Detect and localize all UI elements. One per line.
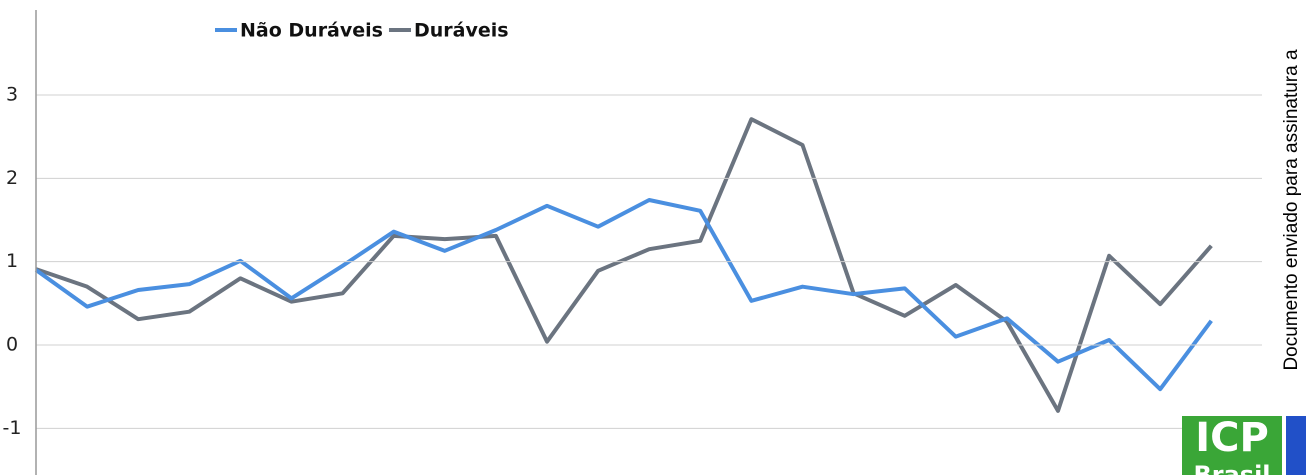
y-tick-label: -1 — [3, 417, 22, 439]
logo-block-2 — [1286, 416, 1306, 475]
logo-text: ICP — [1195, 415, 1269, 461]
legend-label: Duráveis — [414, 20, 509, 42]
y-tick-label: 3 — [6, 84, 18, 106]
legend-label: Não Duráveis — [240, 20, 383, 42]
side-note: Documento enviado para assinatura a — [1281, 49, 1302, 371]
logo-block — [1182, 416, 1282, 475]
logo-text: Brasil — [1193, 461, 1270, 475]
y-tick-label: 2 — [6, 167, 18, 189]
series-line — [34, 198, 1213, 392]
series-line — [35, 117, 1213, 413]
y-tick-label: 0 — [6, 334, 18, 356]
y-tick-label: 1 — [6, 250, 18, 272]
